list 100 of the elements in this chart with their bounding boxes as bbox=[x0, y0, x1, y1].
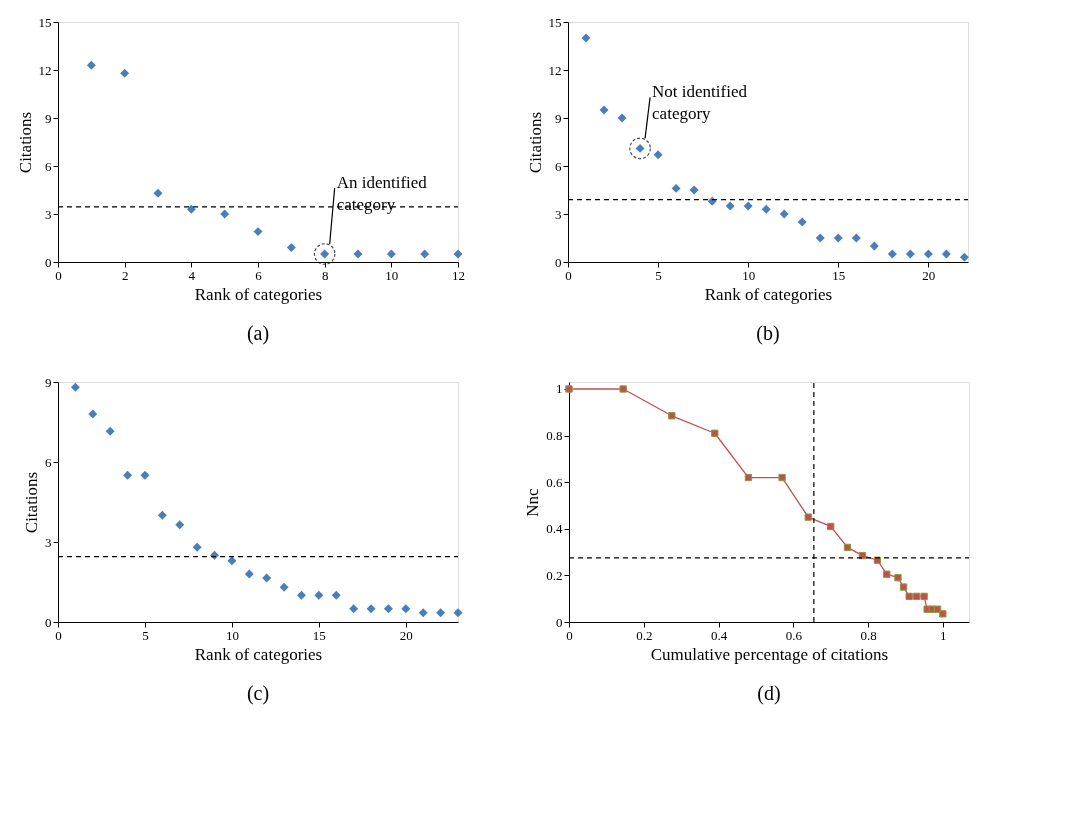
point bbox=[804, 513, 812, 521]
y-tick-label: 3 bbox=[45, 206, 52, 222]
point bbox=[244, 569, 254, 579]
point bbox=[120, 68, 130, 78]
point bbox=[833, 233, 843, 243]
y-tick-label: 15 bbox=[38, 14, 52, 30]
y-tick-label: 9 bbox=[45, 110, 52, 126]
point bbox=[220, 209, 230, 219]
point bbox=[923, 249, 933, 259]
point bbox=[331, 590, 341, 600]
y-tick-label: 0.2 bbox=[546, 567, 563, 583]
y-tick-label: 6 bbox=[45, 158, 52, 174]
point bbox=[227, 556, 237, 566]
point bbox=[725, 201, 735, 211]
x-tick-label: 20 bbox=[922, 267, 936, 283]
point bbox=[827, 522, 835, 531]
point bbox=[843, 543, 852, 552]
x-tick-label: 20 bbox=[399, 627, 413, 643]
annotation: Not identified category bbox=[652, 82, 748, 124]
point bbox=[353, 249, 363, 259]
point bbox=[941, 249, 951, 259]
point bbox=[192, 542, 202, 552]
point bbox=[761, 204, 771, 214]
x-tick-label: 10 bbox=[742, 267, 756, 283]
y-tick-label: 0 bbox=[45, 614, 52, 630]
point bbox=[851, 233, 861, 243]
point bbox=[88, 409, 98, 419]
x-tick-label: 0.8 bbox=[860, 627, 877, 643]
x-tick-label: 2 bbox=[121, 267, 129, 283]
point bbox=[279, 582, 289, 592]
point bbox=[815, 233, 825, 243]
x-tick-label: 8 bbox=[321, 267, 329, 283]
x-tick-label: 10 bbox=[385, 267, 399, 283]
point bbox=[314, 590, 324, 600]
point bbox=[744, 473, 753, 482]
x-tick-label: 0 bbox=[55, 267, 62, 283]
y-axis-title: Nnc bbox=[523, 487, 543, 517]
x-tick-label: 0.2 bbox=[636, 627, 653, 643]
point bbox=[869, 241, 879, 251]
x-tick-label: 1 bbox=[940, 627, 947, 643]
y-tick-label: 0.6 bbox=[546, 474, 563, 490]
point bbox=[617, 113, 627, 123]
point bbox=[905, 249, 915, 259]
y-axis-title: Citations bbox=[525, 111, 545, 174]
x-axis-title: Rank of categories bbox=[704, 284, 833, 304]
y-tick-label: 0 bbox=[556, 614, 563, 630]
x-tick-label: 0.6 bbox=[785, 627, 803, 643]
point bbox=[401, 604, 411, 614]
y-tick-label: 3 bbox=[45, 534, 52, 550]
point bbox=[175, 520, 185, 530]
point bbox=[565, 385, 573, 393]
point bbox=[286, 243, 296, 253]
point bbox=[186, 204, 196, 214]
point bbox=[383, 604, 393, 614]
y-tick-label: 1 bbox=[556, 381, 563, 397]
point bbox=[262, 573, 272, 583]
y-axis-title: Citations bbox=[22, 471, 41, 534]
x-tick-label: 12 bbox=[452, 267, 465, 283]
x-tick-label: 0.4 bbox=[710, 627, 728, 643]
point bbox=[453, 608, 463, 618]
y-tick-label: 0.4 bbox=[546, 521, 563, 537]
point bbox=[939, 610, 947, 618]
point bbox=[366, 604, 376, 614]
y-tick-label: 0.8 bbox=[546, 428, 563, 444]
y-tick-label: 3 bbox=[555, 206, 562, 222]
y-tick-label: 12 bbox=[38, 62, 52, 78]
point bbox=[883, 570, 891, 578]
annotation: An identified category bbox=[336, 173, 428, 214]
x-axis-title: Rank of categories bbox=[194, 644, 323, 664]
point bbox=[959, 252, 969, 262]
point bbox=[386, 249, 396, 259]
point bbox=[887, 249, 897, 259]
point bbox=[453, 249, 463, 259]
y-axis-title: Citations bbox=[15, 111, 35, 174]
y-tick-label: 12 bbox=[548, 62, 562, 78]
point bbox=[153, 188, 163, 198]
point bbox=[797, 217, 807, 227]
point bbox=[123, 470, 133, 480]
point bbox=[70, 382, 80, 392]
x-tick-label: 0 bbox=[566, 627, 573, 643]
point bbox=[297, 590, 306, 600]
y-tick-label: 9 bbox=[555, 110, 562, 126]
point bbox=[668, 412, 676, 420]
point bbox=[420, 249, 430, 259]
point bbox=[157, 510, 167, 520]
y-tick-label: 15 bbox=[548, 14, 562, 30]
x-axis-title: Rank of categories bbox=[194, 284, 323, 304]
point bbox=[913, 592, 921, 601]
point bbox=[743, 201, 753, 211]
y-tick-label: 0 bbox=[45, 254, 52, 270]
point bbox=[253, 227, 263, 237]
text: (a) bbox=[246, 322, 270, 345]
point bbox=[436, 608, 446, 618]
point bbox=[920, 592, 928, 601]
point bbox=[418, 608, 428, 618]
point bbox=[581, 33, 591, 43]
point bbox=[599, 105, 609, 115]
x-tick-label: 0 bbox=[55, 627, 62, 643]
x-tick-label: 4 bbox=[188, 267, 196, 283]
y-tick-label: 0 bbox=[555, 254, 562, 270]
